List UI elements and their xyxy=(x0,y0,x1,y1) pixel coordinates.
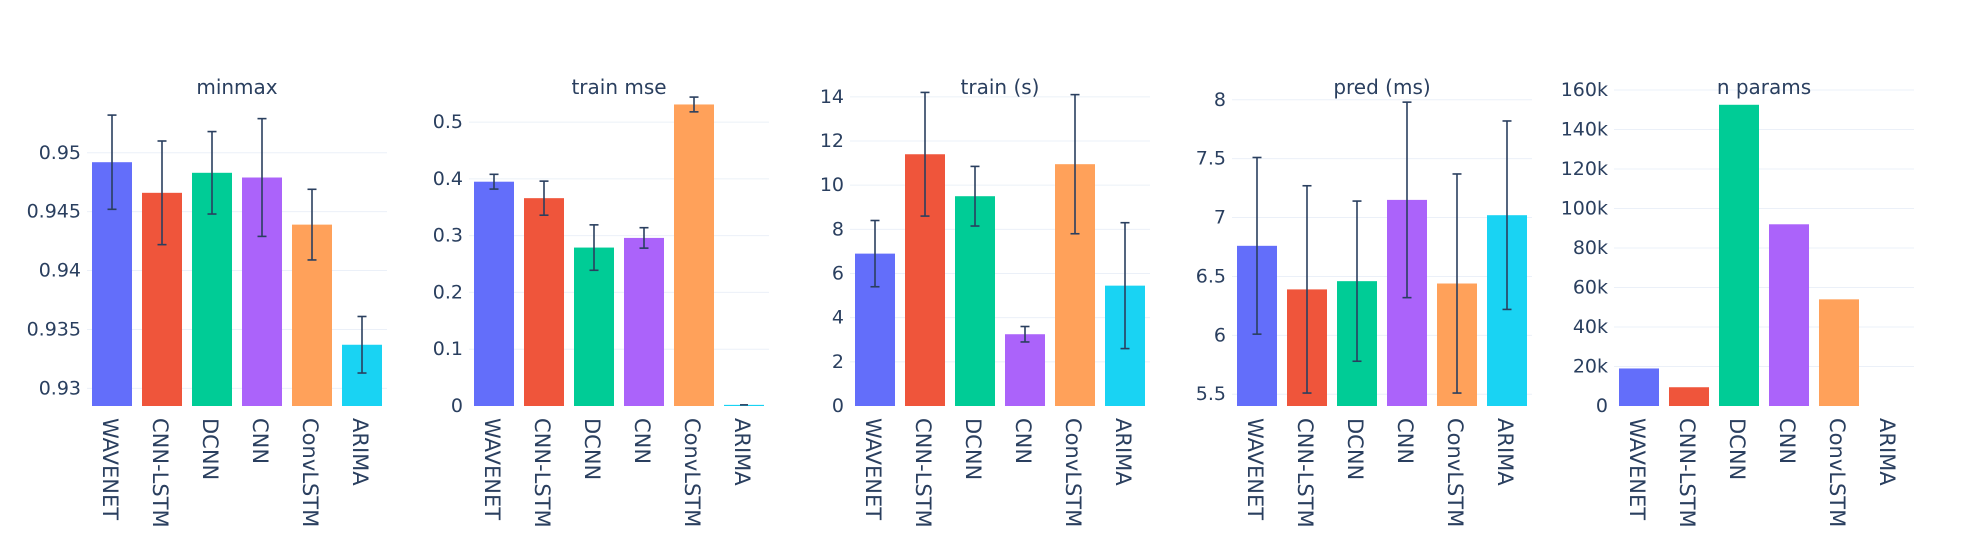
x-tick-label: ConvLSTM xyxy=(1061,418,1085,527)
y-tick-label: 8 xyxy=(1214,89,1226,111)
y-tick-label: 0.94 xyxy=(39,260,81,282)
x-tick-label: CNN xyxy=(630,418,654,464)
x-tick-label: CNN-LSTM xyxy=(148,418,172,528)
y-tick-label: 8 xyxy=(832,218,844,240)
x-tick-label: CNN xyxy=(1011,418,1035,464)
x-tick-label: ARIMA xyxy=(1111,418,1135,486)
x-tick-label: WAVENET xyxy=(1625,418,1649,520)
y-tick-label: 10 xyxy=(820,174,844,196)
y-tick-label: 0.2 xyxy=(433,281,463,303)
y-tick-label: 80k xyxy=(1573,237,1608,259)
bar-dcnn xyxy=(574,247,614,406)
subplot-1: 0 0.1 0.2 0.3 0.4 0.5 WAVENET CNN-LSTM DCNN CNN Co… xyxy=(433,75,769,528)
x-tick-label: ARIMA xyxy=(1493,418,1517,486)
x-tick-label: CNN xyxy=(1393,418,1417,464)
x-tick-label: ConvLSTM xyxy=(298,418,322,527)
x-tick-label: CNN xyxy=(1775,418,1799,464)
x-tick-label: DCNN xyxy=(1725,418,1749,480)
subplot-4: 0 20k 40k 60k 80k 100k 120k 140k 160k WAVENET CNN-… xyxy=(1561,75,1914,528)
y-tick-label: 0.5 xyxy=(433,111,463,133)
bar-convlstm xyxy=(1819,299,1859,406)
y-tick-label: 40k xyxy=(1573,316,1608,338)
x-tick-label: ARIMA xyxy=(730,418,754,486)
x-tick-label: ConvLSTM xyxy=(1825,418,1849,527)
y-tick-label: 7 xyxy=(1214,207,1226,229)
y-tick-label: 5.5 xyxy=(1196,383,1226,405)
x-tick-label: WAVENET xyxy=(861,418,885,520)
y-tick-label: 0.935 xyxy=(27,318,81,340)
x-tick-label: DCNN xyxy=(580,418,604,480)
subplot-3: 5.5 6 6.5 7 7.5 8 WAVENET CNN-LSTM DCNN CNN ConvLS… xyxy=(1196,75,1532,528)
x-tick-label: CNN-LSTM xyxy=(1293,418,1317,528)
y-tick-label: 2 xyxy=(832,351,844,373)
bar-cnn-lstm xyxy=(1669,387,1709,406)
x-tick-label: CNN-LSTM xyxy=(1675,418,1699,528)
y-tick-label: 7.5 xyxy=(1196,148,1226,170)
y-tick-label: 0.945 xyxy=(27,201,81,223)
y-tick-label: 14 xyxy=(820,86,844,108)
subplot-0: 0.93 0.935 0.94 0.945 0.95 WAVENET CNN-LSTM DCN… xyxy=(27,75,387,528)
bar-wavenet xyxy=(474,181,514,406)
y-tick-label: 100k xyxy=(1561,197,1608,219)
y-tick-label: 4 xyxy=(832,307,844,329)
x-tick-label: ConvLSTM xyxy=(1443,418,1467,527)
bar-convlstm xyxy=(674,104,714,406)
x-tick-label: DCNN xyxy=(1343,418,1367,480)
y-tick-label: 140k xyxy=(1561,118,1608,140)
x-tick-label: WAVENET xyxy=(98,418,122,520)
subplot-title: pred (ms) xyxy=(1333,75,1430,99)
y-tick-label: 0 xyxy=(832,395,844,417)
y-tick-label: 20k xyxy=(1573,355,1608,377)
y-tick-label: 6 xyxy=(1214,324,1226,346)
bar-cnn-lstm xyxy=(524,198,564,406)
x-tick-label: ARIMA xyxy=(348,418,372,486)
y-tick-label: 160k xyxy=(1561,79,1608,101)
x-tick-label: DCNN xyxy=(961,418,985,480)
subplot-title: train (s) xyxy=(961,75,1040,99)
x-tick-label: WAVENET xyxy=(1243,418,1267,520)
subplot-2: 0 2 4 6 8 10 12 14 WAVENET CNN-LSTM DCNN CNN ConvLST… xyxy=(820,75,1150,528)
y-tick-label: 0 xyxy=(451,395,463,417)
y-tick-label: 0.1 xyxy=(433,338,463,360)
subplot-title: n params xyxy=(1717,75,1811,99)
x-tick-label: ConvLSTM xyxy=(680,418,704,527)
bar-cnn xyxy=(1005,334,1045,406)
y-tick-label: 6.5 xyxy=(1196,265,1226,287)
bar-cnn xyxy=(1769,224,1809,406)
y-tick-label: 0.93 xyxy=(39,377,81,399)
y-tick-label: 0 xyxy=(1596,395,1608,417)
bar-wavenet xyxy=(1619,368,1659,406)
y-tick-label: 0.95 xyxy=(39,142,81,164)
y-tick-label: 120k xyxy=(1561,158,1608,180)
bar-cnn xyxy=(624,237,664,406)
y-tick-label: 0.4 xyxy=(433,168,463,190)
bar-dcnn xyxy=(955,196,995,406)
x-tick-label: CNN-LSTM xyxy=(530,418,554,528)
y-tick-label: 12 xyxy=(820,130,844,152)
subplot-title: train mse xyxy=(571,75,666,99)
y-tick-label: 60k xyxy=(1573,276,1608,298)
x-tick-label: ARIMA xyxy=(1875,418,1899,486)
y-tick-label: 6 xyxy=(832,263,844,285)
x-tick-label: DCNN xyxy=(198,418,222,480)
subplot-title: minmax xyxy=(196,75,277,99)
x-tick-label: WAVENET xyxy=(480,418,504,520)
bar-dcnn xyxy=(1719,104,1759,406)
x-tick-label: CNN-LSTM xyxy=(911,418,935,528)
x-tick-label: CNN xyxy=(248,418,272,464)
y-tick-label: 0.3 xyxy=(433,225,463,247)
